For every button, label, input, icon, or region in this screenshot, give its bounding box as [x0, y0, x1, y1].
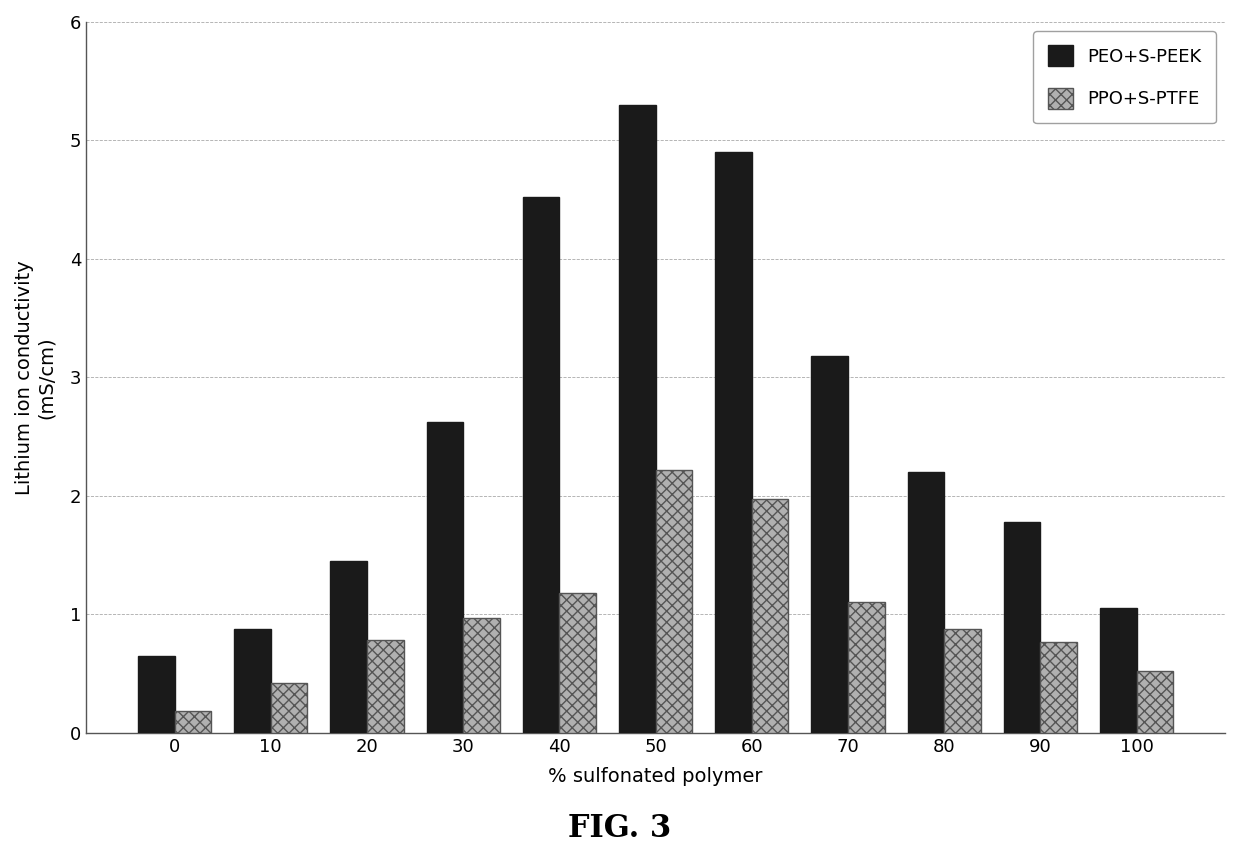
Bar [811, 356, 848, 733]
Bar [656, 470, 692, 733]
Bar [138, 656, 175, 733]
Bar [848, 603, 884, 733]
Bar [330, 561, 367, 733]
Bar [270, 683, 308, 733]
Bar [1040, 641, 1078, 733]
Bar [175, 711, 211, 733]
Text: FIG. 3: FIG. 3 [568, 813, 672, 844]
Bar [464, 618, 500, 733]
Bar [908, 472, 944, 733]
Y-axis label: Lithium ion conductivity
(mS/cm): Lithium ion conductivity (mS/cm) [15, 260, 56, 495]
Bar [1100, 609, 1137, 733]
Bar [367, 641, 403, 733]
Bar [234, 629, 270, 733]
Bar [427, 423, 464, 733]
Bar [559, 593, 596, 733]
Bar [619, 105, 656, 733]
Bar [751, 499, 789, 733]
Legend: PEO+S-PEEK, PPO+S-PTFE: PEO+S-PEEK, PPO+S-PTFE [1033, 31, 1216, 123]
Bar [715, 152, 751, 733]
Bar [1004, 522, 1040, 733]
Bar [1137, 672, 1173, 733]
Bar [944, 629, 981, 733]
X-axis label: % sulfonated polymer: % sulfonated polymer [548, 767, 763, 786]
Bar [523, 197, 559, 733]
